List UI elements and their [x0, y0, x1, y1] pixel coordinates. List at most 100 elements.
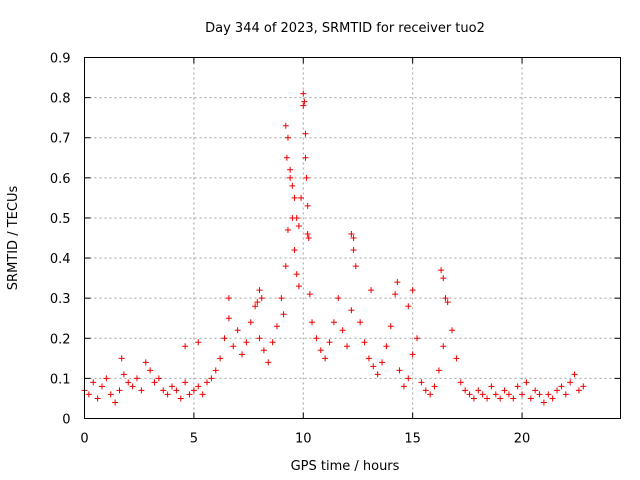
- y-tick-label: 0.9: [50, 52, 71, 67]
- data-point: [301, 98, 308, 105]
- data-point: [400, 383, 407, 390]
- data-point: [304, 230, 311, 237]
- data-point: [118, 355, 125, 362]
- data-point: [120, 371, 127, 378]
- y-tick-label: 0.3: [50, 292, 71, 307]
- data-point: [545, 391, 552, 398]
- data-point: [99, 383, 106, 390]
- data-point: [256, 335, 263, 342]
- data-point: [90, 379, 97, 386]
- data-point: [361, 339, 368, 346]
- data-point: [195, 383, 202, 390]
- y-tick-labels: 0 0.1 0.2 0.3 0.4 0.5 0.6 0.7 0.8 0.9: [50, 52, 71, 428]
- data-point: [575, 387, 582, 394]
- data-point: [151, 379, 158, 386]
- data-point: [85, 391, 92, 398]
- data-point: [479, 391, 486, 398]
- data-point: [418, 379, 425, 386]
- data-point: [278, 295, 285, 302]
- data-point: [103, 375, 110, 382]
- data-point: [295, 283, 302, 290]
- data-point: [147, 367, 154, 374]
- data-point: [475, 387, 482, 394]
- data-point: [305, 235, 312, 241]
- data-point: [212, 367, 219, 374]
- data-point: [125, 379, 132, 386]
- data-point: [387, 323, 394, 330]
- data-point: [283, 154, 290, 161]
- data-point: [112, 399, 119, 406]
- data-point: [284, 226, 291, 233]
- data-point: [368, 287, 375, 294]
- data-point: [195, 339, 202, 346]
- data-point: [501, 387, 508, 394]
- data-point: [129, 383, 136, 390]
- data-point: [383, 343, 390, 350]
- data-point: [409, 351, 416, 358]
- data-point: [182, 343, 189, 350]
- data-point: [280, 311, 287, 318]
- data-point: [514, 383, 521, 390]
- data-point: [204, 379, 211, 386]
- data-point: [252, 303, 259, 310]
- data-point: [519, 391, 526, 398]
- data-point: [348, 307, 355, 314]
- data-point: [322, 355, 329, 362]
- data-point: [116, 387, 123, 394]
- data-point: [580, 383, 587, 390]
- data-point: [298, 194, 305, 201]
- data-point: [457, 379, 464, 386]
- data-point: [300, 102, 307, 109]
- data-point: [562, 391, 569, 398]
- data-point: [527, 395, 534, 402]
- data-point: [449, 327, 456, 334]
- data-point: [293, 271, 300, 278]
- data-point: [256, 287, 263, 294]
- y-tick-label: 0.7: [50, 132, 71, 147]
- data-point: [427, 391, 434, 398]
- data-point: [442, 295, 449, 302]
- data-point: [225, 315, 232, 322]
- data-point: [160, 387, 167, 394]
- data-point: [453, 355, 460, 362]
- x-tick-label: 0: [80, 432, 88, 447]
- data-point: [295, 222, 302, 229]
- data-point: [239, 351, 246, 358]
- data-point: [142, 359, 149, 366]
- data-point: [225, 295, 232, 302]
- data-point: [291, 247, 298, 254]
- data-point: [155, 375, 162, 382]
- data-point: [567, 379, 574, 386]
- data-point: [444, 299, 451, 306]
- data-point: [243, 339, 250, 346]
- data-point: [374, 371, 381, 378]
- data-point: [405, 303, 412, 310]
- data-point: [497, 395, 504, 402]
- y-tick-label: 0.6: [50, 172, 71, 187]
- data-point: [282, 263, 289, 270]
- data-point: [260, 347, 267, 354]
- data-point: [335, 295, 342, 302]
- data-point: [217, 355, 224, 362]
- y-tick-label: 0: [62, 413, 70, 428]
- x-tick-label: 15: [404, 432, 421, 447]
- data-point: [536, 391, 543, 398]
- data-point: [199, 391, 206, 398]
- data-point: [186, 391, 193, 398]
- data-point: [247, 319, 254, 326]
- data-point: [540, 399, 547, 406]
- data-point: [134, 375, 141, 382]
- x-tick-labels: 0 5 10 15 20: [80, 432, 530, 447]
- data-point: [269, 339, 276, 346]
- data-point: [409, 287, 416, 294]
- data-point: [282, 122, 289, 129]
- data-point: [392, 291, 399, 298]
- data-point: [549, 395, 556, 402]
- data-point: [379, 359, 386, 366]
- data-point: [303, 174, 310, 181]
- data-point: [394, 279, 401, 286]
- data-point: [138, 387, 145, 394]
- data-point: [302, 154, 309, 161]
- data-point: [291, 194, 298, 201]
- data-point: [470, 395, 477, 402]
